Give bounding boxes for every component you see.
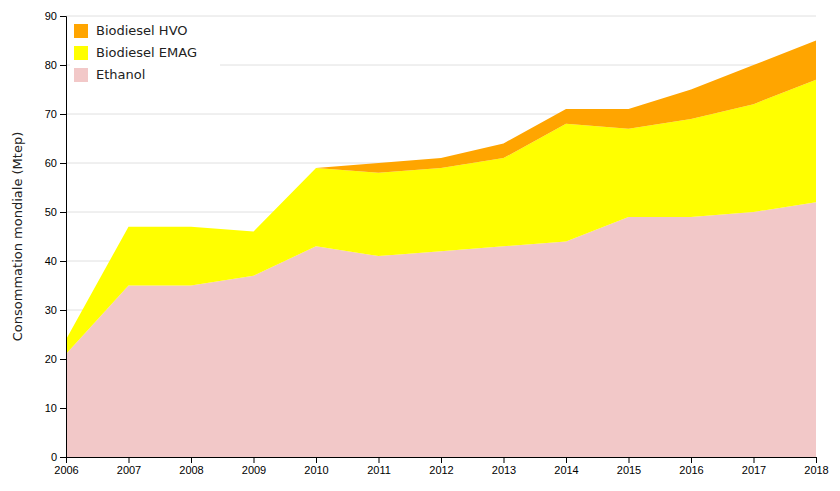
tick: 2011 <box>367 457 391 476</box>
tick: 30 <box>45 304 66 316</box>
legend-label: Biodiesel EMAG <box>96 45 197 60</box>
tick-label: 2015 <box>617 464 641 476</box>
tick-mark <box>191 457 192 463</box>
legend-item: Biodiesel EMAG <box>74 45 197 61</box>
tick-label: 2012 <box>429 464 453 476</box>
tick-label: 2014 <box>554 464 578 476</box>
tick-label: 50 <box>45 206 57 218</box>
tick-mark <box>566 457 567 463</box>
tick-label: 2007 <box>117 464 141 476</box>
grid-line <box>66 16 816 17</box>
tick-label: 90 <box>45 10 57 22</box>
tick: 2010 <box>304 457 328 476</box>
tick: 2012 <box>429 457 453 476</box>
tick-label: 60 <box>45 157 57 169</box>
tick-mark <box>629 457 630 463</box>
tick-mark <box>60 261 66 262</box>
tick-label: 2009 <box>242 464 266 476</box>
tick-mark <box>504 457 505 463</box>
tick-mark <box>60 16 66 17</box>
tick-label: 2006 <box>54 464 78 476</box>
tick-label: 2016 <box>679 464 703 476</box>
legend: Biodiesel HVO Biodiesel EMAG Ethanol <box>70 20 220 94</box>
grid <box>66 16 816 457</box>
legend-swatch <box>74 24 88 38</box>
tick: 0 <box>51 451 66 463</box>
tick: 60 <box>45 157 66 169</box>
tick-mark <box>754 457 755 463</box>
tick-mark <box>379 457 380 463</box>
tick: 2017 <box>742 457 766 476</box>
axis-line <box>60 17 67 458</box>
tick: 2006 <box>54 457 78 476</box>
tick: 2008 <box>179 457 203 476</box>
tick-mark <box>60 163 66 164</box>
tick: 20 <box>45 353 66 365</box>
axis-line <box>67 458 817 464</box>
tick: 2013 <box>492 457 516 476</box>
y-axis-title: Consommation mondiale (Mtep) <box>10 132 25 341</box>
tick-mark <box>691 457 692 463</box>
tick: 2007 <box>117 457 141 476</box>
tick: 2018 <box>804 457 828 476</box>
tick-mark <box>60 65 66 66</box>
tick-mark <box>60 212 66 213</box>
legend-item: Biodiesel HVO <box>74 23 188 39</box>
tick: 10 <box>45 402 66 414</box>
tick-mark <box>129 457 130 463</box>
tick-mark <box>254 457 255 463</box>
tick-label: 2011 <box>367 464 391 476</box>
tick-label: 20 <box>45 353 57 365</box>
tick-label: 30 <box>45 304 57 316</box>
x-axis: 2006 2007 2008 2009 2010 2011 2012 2013 2014 2015… <box>54 457 828 476</box>
tick: 80 <box>45 59 66 71</box>
legend-label: Ethanol <box>96 67 145 82</box>
tick-label: 80 <box>45 59 57 71</box>
plot: 2006200720082009201020112012201320142015… <box>45 10 829 476</box>
tick: 70 <box>45 108 66 120</box>
tick-mark <box>816 457 817 463</box>
tick-mark <box>441 457 442 463</box>
tick-mark <box>60 408 66 409</box>
tick: 90 <box>45 10 66 22</box>
tick: 50 <box>45 206 66 218</box>
tick: 2009 <box>242 457 266 476</box>
tick-label: 0 <box>51 451 57 463</box>
chart: 2006200720082009201020112012201320142015… <box>0 0 840 491</box>
tick-mark <box>60 310 66 311</box>
area <box>66 80 816 354</box>
tick: 2016 <box>679 457 703 476</box>
legend-swatch <box>74 46 88 60</box>
tick-label: 10 <box>45 402 57 414</box>
legend-label: Biodiesel HVO <box>96 23 188 38</box>
tick-label: 2008 <box>179 464 203 476</box>
legend-swatch <box>74 68 88 82</box>
tick-label: 2018 <box>804 464 828 476</box>
tick: 2014 <box>554 457 578 476</box>
tick-label: 2017 <box>742 464 766 476</box>
tick-mark <box>316 457 317 463</box>
tick: 2015 <box>617 457 641 476</box>
tick-mark <box>60 114 66 115</box>
areas <box>66 41 816 458</box>
legend-item: Ethanol <box>74 67 145 83</box>
legend-background <box>70 20 220 94</box>
tick-label: 70 <box>45 108 57 120</box>
y-axis: 0 10 20 30 40 50 60 70 80 90 <box>45 10 67 463</box>
tick-label: 2013 <box>492 464 516 476</box>
tick-label: 2010 <box>304 464 328 476</box>
tick-label: 40 <box>45 255 57 267</box>
tick-mark <box>60 359 66 360</box>
tick: 40 <box>45 255 66 267</box>
tick-mark <box>60 457 66 458</box>
